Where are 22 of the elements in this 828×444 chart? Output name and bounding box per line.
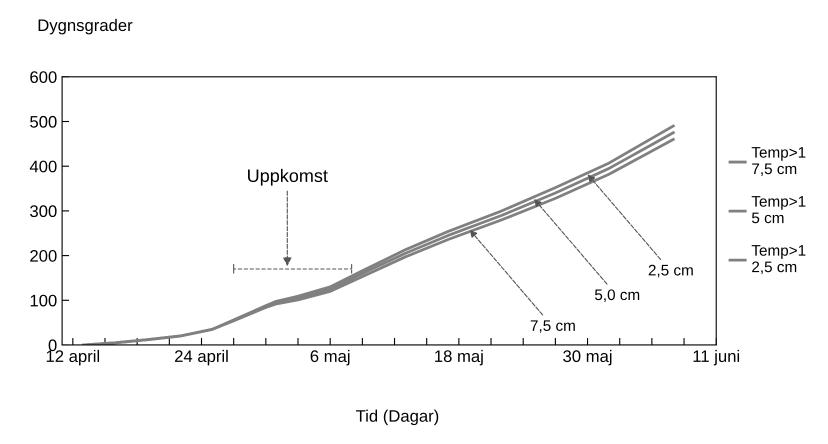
annotation: 5,0 cm bbox=[594, 289, 640, 302]
y-axis-title: Dygnsgrader bbox=[38, 18, 132, 34]
legend-label: Temp>1 7,5 cm bbox=[752, 147, 806, 176]
annotation: Uppkomst bbox=[248, 168, 328, 186]
y-tick-label: 500 bbox=[30, 116, 57, 128]
x-tick-label: 24 april bbox=[175, 350, 228, 366]
x-tick-label: 18 maj bbox=[435, 350, 483, 366]
legend-label: Temp>1 2,5 cm bbox=[752, 245, 806, 274]
x-axis-title: Tid (Dagar) bbox=[356, 410, 438, 426]
annotation: 2,5 cm bbox=[648, 264, 693, 278]
y-tick-label: 0 bbox=[48, 339, 57, 352]
y-tick-label: 300 bbox=[30, 205, 57, 218]
y-tick-label: 400 bbox=[30, 160, 57, 172]
x-tick-label: 6 maj bbox=[310, 350, 350, 366]
annotation: 7,5 cm bbox=[530, 320, 575, 333]
y-tick-label: 600 bbox=[30, 71, 57, 84]
legend-label: Temp>1 5 cm bbox=[752, 196, 806, 224]
y-tick-label: 200 bbox=[30, 250, 57, 262]
y-tick-label: 100 bbox=[30, 294, 57, 306]
x-tick-label: 12 april bbox=[46, 350, 100, 366]
x-tick-label: 11 juni bbox=[694, 350, 740, 366]
x-tick-label: 30 maj bbox=[563, 350, 612, 366]
